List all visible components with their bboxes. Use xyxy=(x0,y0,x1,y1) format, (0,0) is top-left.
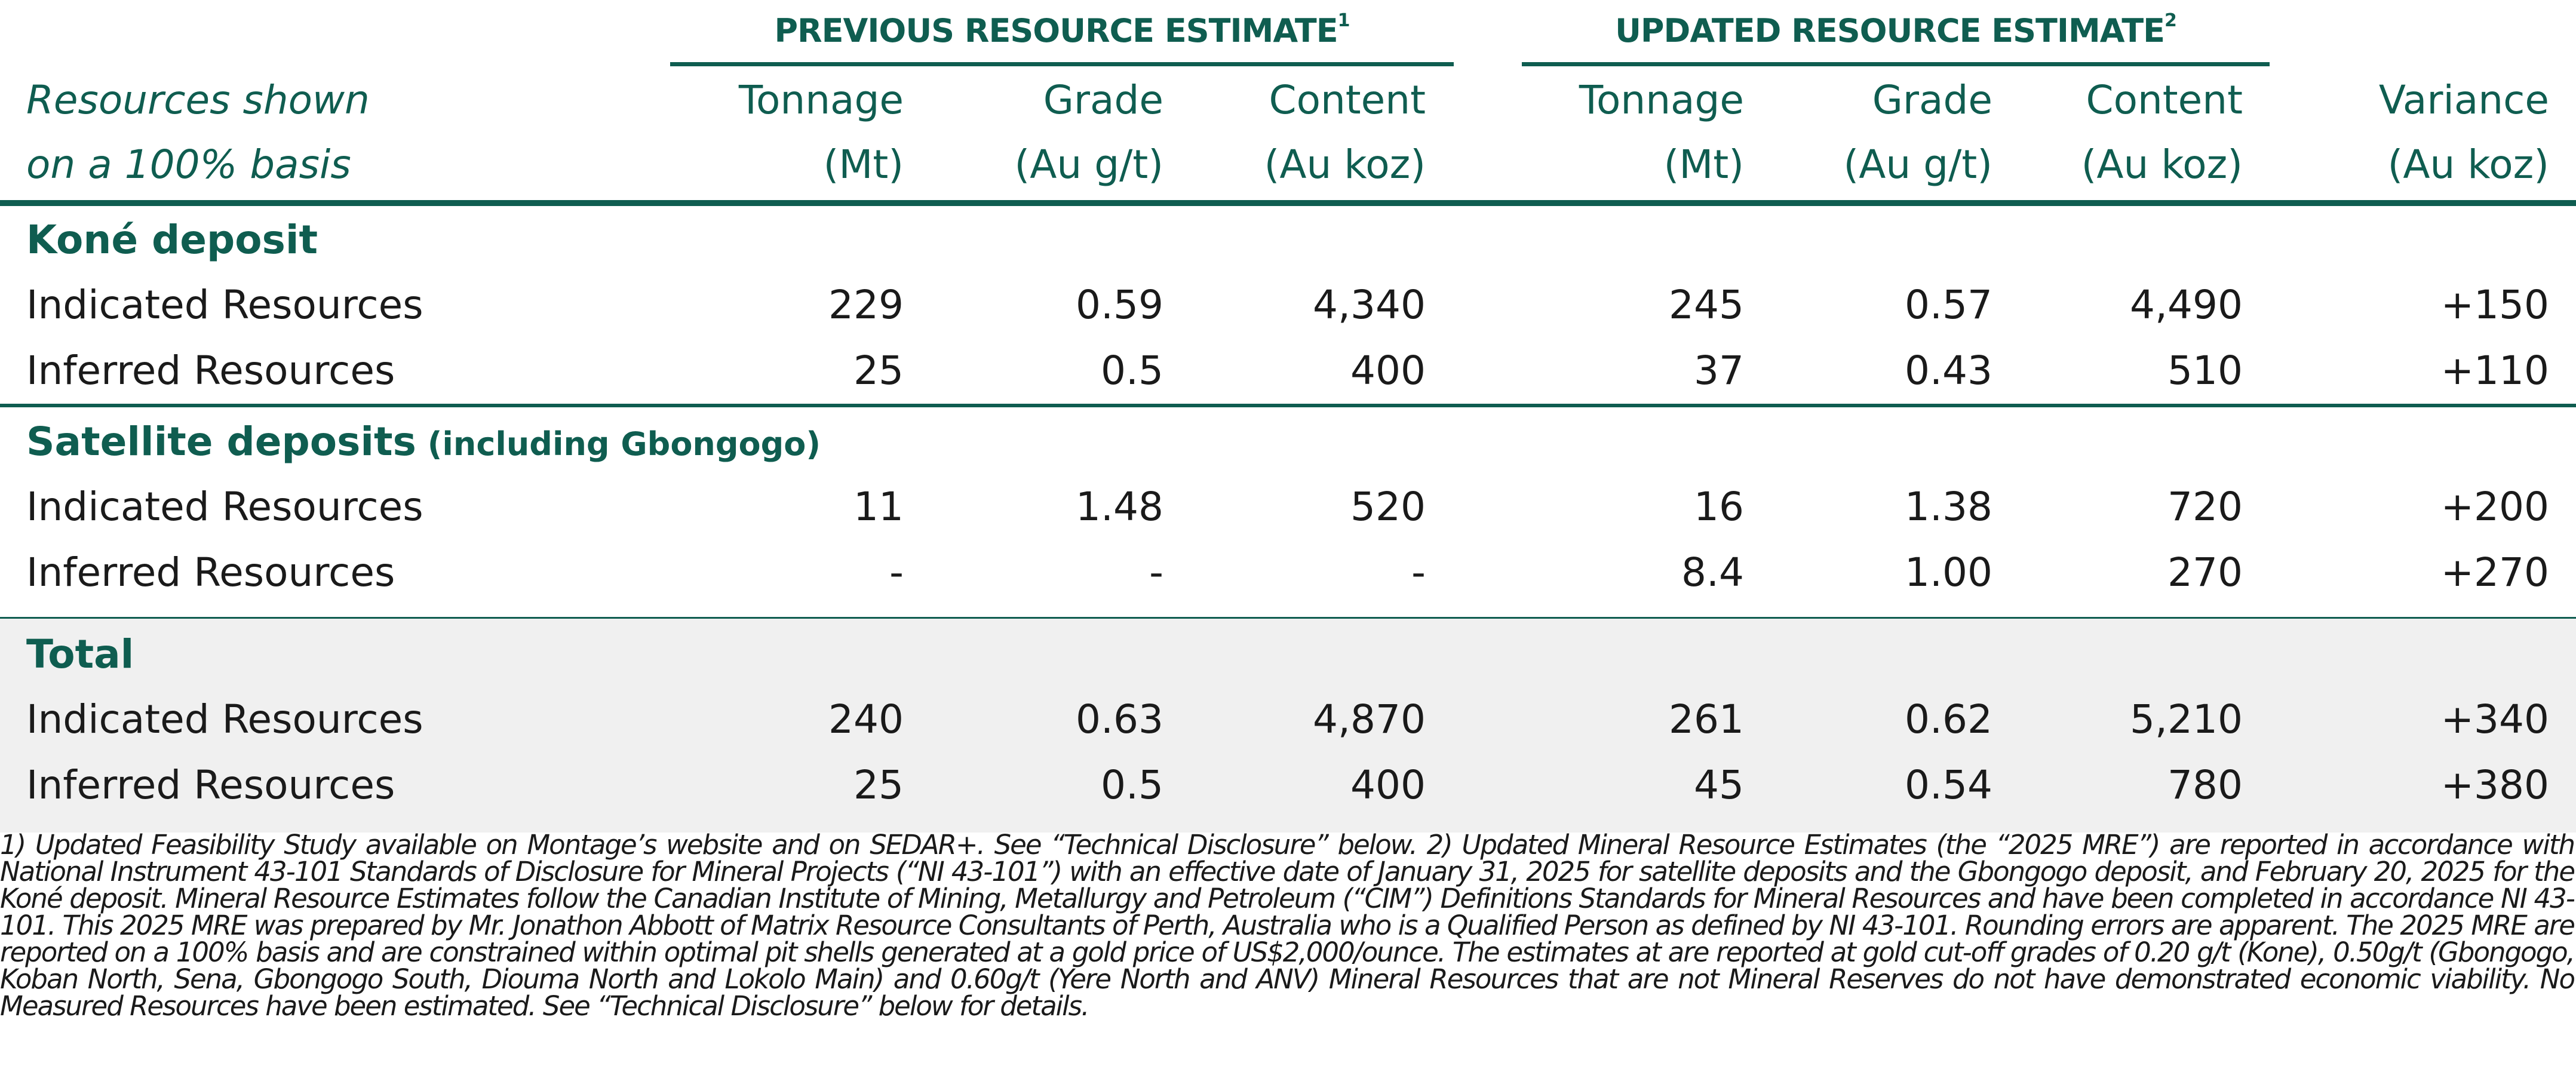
section-title-text: Total xyxy=(26,631,134,677)
previous-estimate-title: PREVIOUS RESOURCE ESTIMATE xyxy=(774,12,1338,50)
section-title-kone: Koné deposit xyxy=(26,208,318,275)
prev-grade-unit: (Au g/t) xyxy=(1014,142,1163,188)
table-row: Inferred Resources 25 0.5 400 37 0.43 51… xyxy=(0,338,2576,404)
prev-grade-value: 1.48 xyxy=(1076,484,1163,530)
section-title-total: Total xyxy=(26,622,134,689)
variance-value: +200 xyxy=(2440,484,2549,530)
upd-grade-value: 1.38 xyxy=(1905,484,1992,530)
row-label: Indicated Resources xyxy=(26,484,423,530)
table-row: Indicated Resources 229 0.59 4,340 245 0… xyxy=(0,272,2576,338)
variance-value: +150 xyxy=(2440,282,2549,328)
section-title-text: Koné deposit xyxy=(26,217,318,263)
header-divider xyxy=(0,200,2576,206)
upd-grade-unit: (Au g/t) xyxy=(1843,142,1992,188)
total-section-background xyxy=(0,619,2576,833)
variance-value: +110 xyxy=(2440,348,2549,394)
section-title-text: Satellite deposits xyxy=(26,419,416,465)
upd-content-unit: (Au koz) xyxy=(2081,142,2243,188)
upd-grade-value: 0.62 xyxy=(1905,696,1992,742)
section-divider xyxy=(0,404,2576,407)
upd-tonnage-value: 37 xyxy=(1694,348,1744,394)
row-label: Indicated Resources xyxy=(26,696,423,742)
table-row: Inferred Resources - - - 8.4 1.00 270 +2… xyxy=(0,540,2576,606)
prev-content-header: Content xyxy=(1269,77,1426,123)
prev-grade-value: 0.5 xyxy=(1101,762,1163,808)
row-label: Inferred Resources xyxy=(26,762,395,808)
upd-grade-value: 0.54 xyxy=(1905,762,1992,808)
upd-content-value: 4,490 xyxy=(2130,282,2243,328)
prev-content-value: 520 xyxy=(1350,484,1426,530)
prev-tonnage-value: - xyxy=(889,549,904,595)
prev-tonnage-unit: (Mt) xyxy=(823,142,904,188)
table-row: Inferred Resources 25 0.5 400 45 0.54 78… xyxy=(0,752,2576,818)
variance-value: +270 xyxy=(2440,549,2549,595)
upd-content-value: 5,210 xyxy=(2130,696,2243,742)
prev-tonnage-value: 11 xyxy=(853,484,904,530)
variance-header: Variance xyxy=(2378,77,2549,123)
upd-tonnage-header: Tonnage xyxy=(1579,77,1744,123)
prev-grade-value: 0.63 xyxy=(1076,696,1163,742)
updated-estimate-footnote-ref: 2 xyxy=(2164,10,2177,31)
label-header-line1: Resources shown xyxy=(26,77,370,123)
prev-content-unit: (Au koz) xyxy=(1264,142,1426,188)
upd-content-value: 270 xyxy=(2167,549,2243,595)
row-label: Inferred Resources xyxy=(26,549,395,595)
upd-grade-value: 1.00 xyxy=(1905,549,1992,595)
label-header-line2: on a 100% basis xyxy=(26,142,351,188)
upd-grade-value: 0.43 xyxy=(1905,348,1992,394)
prev-content-value: 400 xyxy=(1350,762,1426,808)
prev-grade-value: 0.5 xyxy=(1101,348,1163,394)
prev-content-value: - xyxy=(1411,549,1426,595)
variance-value: +340 xyxy=(2440,696,2549,742)
prev-grade-header: Grade xyxy=(1043,77,1163,123)
section-title-suffix: (including Gbongogo) xyxy=(416,425,821,463)
upd-grade-value: 0.57 xyxy=(1905,282,1992,328)
prev-grade-value: - xyxy=(1149,549,1163,595)
upd-tonnage-unit: (Mt) xyxy=(1663,142,1744,188)
previous-estimate-header: PREVIOUS RESOURCE ESTIMATE1 xyxy=(670,0,1454,66)
table-row: Indicated Resources 240 0.63 4,870 261 0… xyxy=(0,687,2576,752)
prev-content-value: 400 xyxy=(1350,348,1426,394)
variance-value: +380 xyxy=(2440,762,2549,808)
prev-tonnage-value: 25 xyxy=(853,348,904,394)
previous-estimate-footnote-ref: 1 xyxy=(1337,10,1350,31)
prev-tonnage-value: 240 xyxy=(828,696,904,742)
prev-tonnage-value: 229 xyxy=(828,282,904,328)
upd-tonnage-value: 245 xyxy=(1669,282,1744,328)
prev-grade-value: 0.59 xyxy=(1076,282,1163,328)
prev-content-value: 4,870 xyxy=(1313,696,1426,742)
prev-tonnage-value: 25 xyxy=(853,762,904,808)
upd-tonnage-value: 8.4 xyxy=(1681,549,1744,595)
upd-content-value: 510 xyxy=(2167,348,2243,394)
variance-unit: (Au koz) xyxy=(2387,142,2549,188)
upd-grade-header: Grade xyxy=(1872,77,1992,123)
prev-tonnage-header: Tonnage xyxy=(738,77,904,123)
prev-content-value: 4,340 xyxy=(1313,282,1426,328)
row-label: Inferred Resources xyxy=(26,348,395,394)
updated-estimate-title: UPDATED RESOURCE ESTIMATE xyxy=(1615,12,2165,50)
row-label: Indicated Resources xyxy=(26,282,423,328)
section-title-satellite: Satellite deposits (including Gbongogo) xyxy=(26,410,821,477)
upd-tonnage-value: 16 xyxy=(1694,484,1744,530)
updated-estimate-header: UPDATED RESOURCE ESTIMATE2 xyxy=(1522,0,2270,66)
upd-content-value: 720 xyxy=(2167,484,2243,530)
upd-content-value: 780 xyxy=(2167,762,2243,808)
upd-tonnage-value: 45 xyxy=(1694,762,1744,808)
footnote: 1) Updated Feasibility Study available o… xyxy=(0,831,2574,1019)
table-row: Indicated Resources 11 1.48 520 16 1.38 … xyxy=(0,474,2576,540)
upd-content-header: Content xyxy=(2086,77,2243,123)
upd-tonnage-value: 261 xyxy=(1669,696,1744,742)
